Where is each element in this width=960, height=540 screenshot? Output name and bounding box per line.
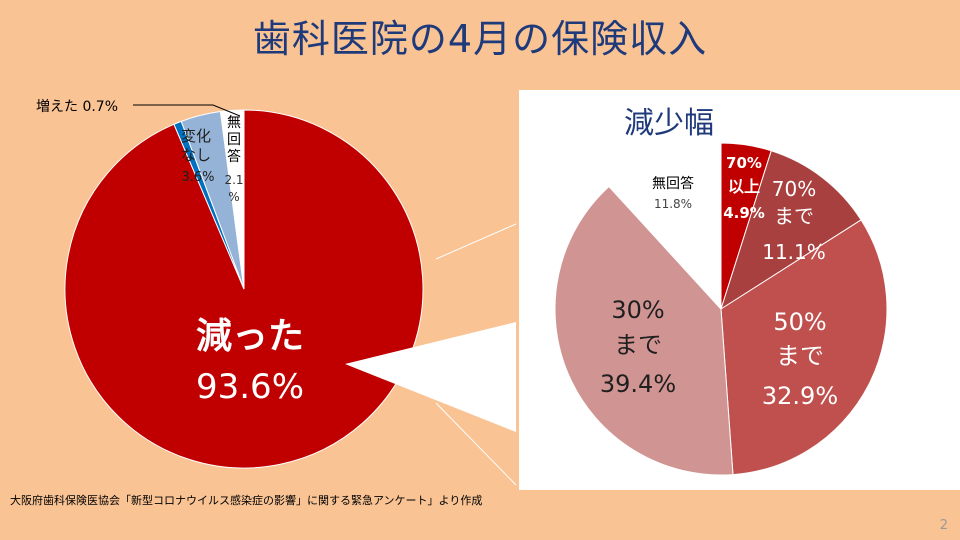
- callout-line-decreased-upper: [435, 223, 517, 260]
- decreased-label: 減った: [196, 316, 304, 357]
- callout-line-decreased-lower: [435, 402, 517, 486]
- unchanged-label-line1: 変化: [181, 127, 211, 145]
- callout-wedge: [345, 322, 516, 432]
- no-answer-label-char-1: 回: [227, 132, 241, 148]
- unchanged-value: 3.6%: [181, 170, 214, 185]
- no-answer-value: 2.1: [224, 173, 243, 187]
- leader-line-increased: [133, 104, 241, 117]
- breakdown-panel: [519, 90, 960, 490]
- decreased-value: 93.6%: [196, 367, 304, 407]
- no-answer-label-char-0: 無: [227, 115, 241, 131]
- slide-title: 歯科医院の4月の保険収入: [252, 17, 708, 61]
- no-answer-label-char-2: 答: [227, 148, 241, 165]
- unchanged-label-line2: なし: [181, 146, 211, 164]
- page-number: 2: [939, 518, 948, 533]
- breakdown-chart-title: 減少幅: [624, 106, 714, 141]
- source-note: 大阪府歯科保険医協会「新型コロナウイルス感染症の影響」に関する緊急アンケート」よ…: [10, 494, 483, 507]
- overall-slice-3: [219, 109, 245, 290]
- increased-label: 増えた 0.7%: [36, 99, 118, 115]
- no-answer-value-unit: %: [228, 190, 239, 204]
